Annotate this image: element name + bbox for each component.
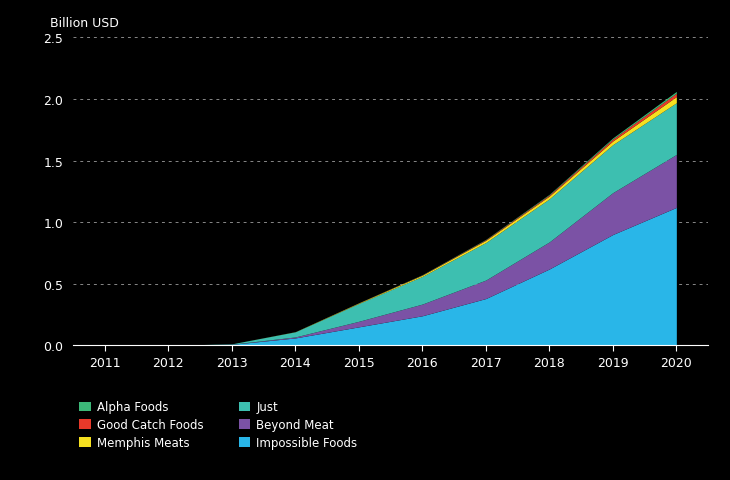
Legend: Alpha Foods, Good Catch Foods, Memphis Meats, Just, Beyond Meat, Impossible Food: Alpha Foods, Good Catch Foods, Memphis M… (79, 401, 358, 449)
Text: Billion USD: Billion USD (50, 17, 118, 30)
